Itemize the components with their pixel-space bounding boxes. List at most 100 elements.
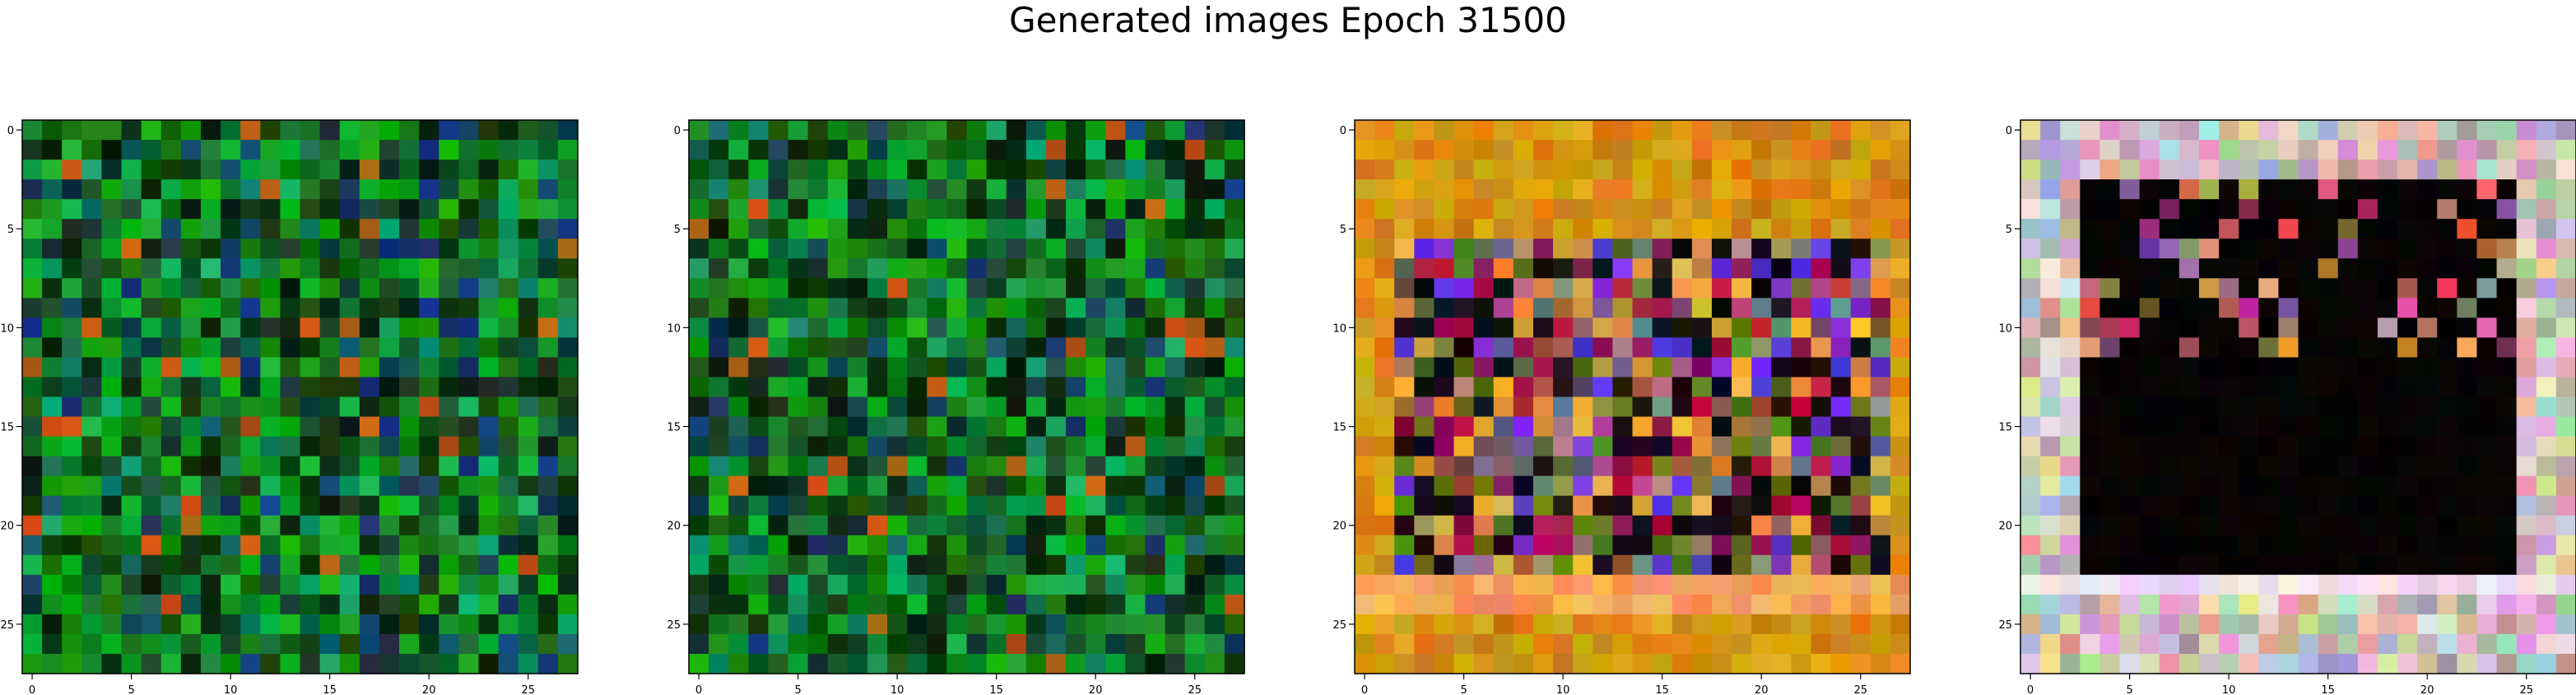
pixel-cell <box>1513 278 1534 299</box>
pixel-cell <box>728 633 749 655</box>
pixel-cell <box>1184 614 1206 635</box>
pixel-cell <box>1850 436 1872 457</box>
y-tick-label: 20 <box>667 521 681 533</box>
pixel-cell <box>1165 633 1186 655</box>
pixel-cell <box>2278 199 2299 220</box>
pixel-cell <box>101 515 123 536</box>
pixel-cell <box>2178 633 2200 655</box>
pixel-cell <box>458 535 480 556</box>
pixel-cell <box>2536 475 2557 497</box>
pixel-cell <box>2159 574 2180 595</box>
pixel-cell <box>1672 140 1693 160</box>
pixel-cell <box>419 574 439 595</box>
pixel-cell <box>2219 298 2239 318</box>
pixel-cell <box>2337 317 2359 338</box>
pixel-cell <box>1711 377 1732 398</box>
pixel-cell <box>2178 495 2200 517</box>
pixel-cell <box>221 258 241 279</box>
pixel-cell <box>827 377 849 398</box>
pixel-cell <box>339 239 360 259</box>
pixel-cell <box>807 594 829 615</box>
pixel-cell <box>379 456 400 477</box>
pixel-cell <box>2536 377 2557 398</box>
pixel-cell <box>1890 278 1911 299</box>
pixel-cell <box>121 357 142 378</box>
pixel-cell <box>1532 179 1554 200</box>
pixel-cell <box>2239 140 2259 160</box>
x-tick-label: 20 <box>422 684 436 695</box>
pixel-cell <box>2159 515 2180 536</box>
pixel-cell <box>709 179 729 200</box>
pixel-cell <box>2219 396 2239 418</box>
pixel-cell <box>319 219 341 239</box>
pixel-cell <box>1830 179 1852 200</box>
pixel-cell <box>359 515 380 536</box>
pixel-cell <box>1006 160 1027 180</box>
pixel-cell <box>1355 357 1375 378</box>
pixel-cell <box>1691 475 1713 497</box>
pixel-cell <box>1850 317 1872 338</box>
pixel-cell <box>689 219 709 239</box>
pixel-cell <box>121 219 142 239</box>
pixel-cell <box>986 140 1007 160</box>
pixel-cell <box>2139 554 2160 576</box>
pixel-cell <box>1165 436 1186 457</box>
pixel-cell <box>478 633 500 655</box>
pixel-cell <box>1165 554 1186 576</box>
pixel-cell <box>1732 258 1752 279</box>
pixel-cell <box>2516 120 2537 141</box>
pixel-cell <box>1652 298 1673 318</box>
pixel-cell <box>221 456 241 477</box>
pixel-cell <box>399 396 420 418</box>
pixel-cell <box>537 120 559 141</box>
pixel-cell <box>1771 160 1792 180</box>
pixel-cell <box>2278 179 2299 200</box>
pixel-cell <box>2159 140 2180 160</box>
pixel-cell <box>62 120 82 141</box>
pixel-cell <box>2159 357 2180 378</box>
pixel-cell <box>42 298 63 318</box>
pixel-cell <box>847 475 868 497</box>
pixel-cell <box>478 258 500 279</box>
pixel-cell <box>1890 475 1911 497</box>
pixel-cell <box>1145 337 1166 359</box>
pixel-cell <box>1414 495 1435 517</box>
pixel-cell <box>1184 633 1206 655</box>
pixel-cell <box>2318 219 2339 239</box>
pixel-cell <box>847 199 868 220</box>
pixel-cell <box>379 199 400 220</box>
pixel-cell <box>1811 614 1832 635</box>
pixel-cell <box>1086 515 1106 536</box>
pixel-cell <box>1204 199 1225 220</box>
pixel-cell <box>2099 337 2121 359</box>
pixel-cell <box>1145 456 1166 477</box>
pixel-cell <box>2536 258 2557 279</box>
pixel-cell <box>2476 535 2498 556</box>
pixel-cell <box>2278 219 2299 239</box>
pixel-cell <box>1105 396 1126 418</box>
pixel-cell <box>399 120 420 141</box>
pixel-cell <box>847 653 868 674</box>
pixel-cell <box>2040 436 2061 457</box>
pixel-cell <box>2159 377 2180 398</box>
pixel-cell <box>1532 219 1554 239</box>
pixel-cell <box>2298 515 2319 536</box>
pixel-cell <box>807 475 829 497</box>
pixel-cell <box>1532 614 1554 635</box>
pixel-cell <box>2337 179 2359 200</box>
pixel-cell <box>2080 357 2101 378</box>
pixel-cell <box>2516 495 2537 517</box>
pixel-cell <box>359 574 380 595</box>
pixel-cell <box>709 396 729 418</box>
pixel-cell <box>2278 594 2299 615</box>
pixel-cell <box>2198 633 2220 655</box>
pixel-cell <box>827 199 849 220</box>
pixel-cell <box>1811 160 1832 180</box>
pixel-cell <box>62 436 82 457</box>
pixel-cell <box>478 436 500 457</box>
pixel-cell <box>101 475 123 497</box>
pixel-cell <box>180 278 202 299</box>
pixel-cell <box>2536 317 2557 338</box>
pixel-cell <box>498 653 519 674</box>
pixel-cell <box>1652 574 1673 595</box>
